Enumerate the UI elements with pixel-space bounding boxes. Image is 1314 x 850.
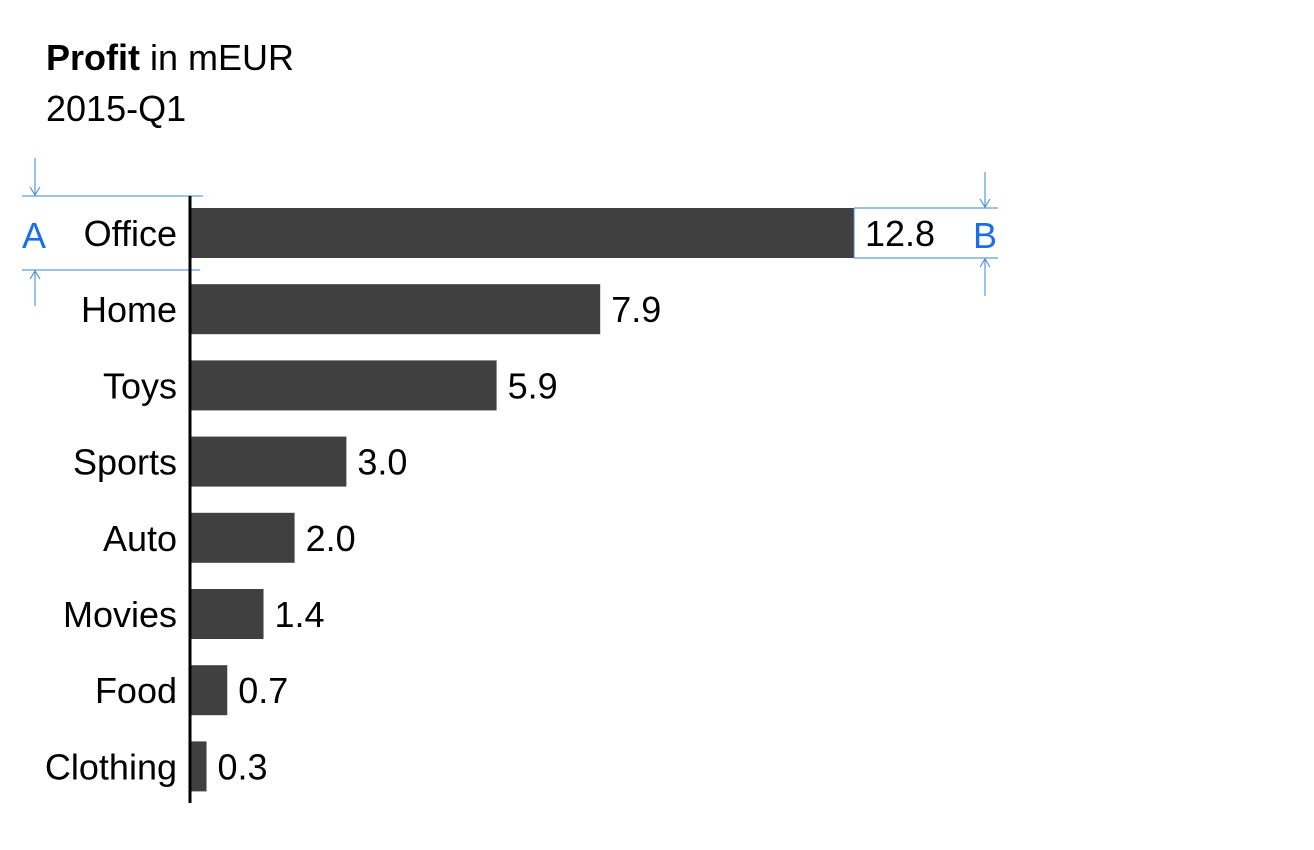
- category-label: Toys: [103, 365, 177, 406]
- dimension-arrow-a-bottom-head: [29, 270, 41, 280]
- value-label: 7.9: [611, 289, 661, 330]
- bar-movies: [191, 589, 264, 639]
- chart-title: Profit in mEUR: [46, 37, 294, 78]
- category-label: Food: [95, 670, 177, 711]
- value-label: 12.8: [865, 213, 935, 254]
- dimension-arrow-b-top-head: [979, 198, 991, 208]
- bar-clothing: [191, 741, 207, 792]
- category-label: Office: [84, 213, 177, 254]
- value-label: 0.3: [218, 746, 268, 787]
- value-label: 1.4: [275, 594, 325, 635]
- dimension-arrow-b-bottom-head: [979, 258, 991, 268]
- chart-title-rest: in mEUR: [140, 37, 294, 78]
- chart-subtitle: 2015-Q1: [46, 88, 186, 129]
- bar-toys: [191, 360, 497, 411]
- value-label: 0.7: [238, 670, 288, 711]
- value-label: 2.0: [306, 518, 356, 559]
- bar-sports: [191, 436, 347, 487]
- bars-layer: Office 12.8 Home 7.9 Toys 5.9 Sports 3.0 Auto 2.0…: [45, 208, 935, 792]
- marker-label-a: A: [22, 215, 46, 256]
- dimension-arrow-a-top-head: [29, 186, 41, 196]
- bar-food: [191, 665, 228, 716]
- category-label: Clothing: [45, 746, 177, 787]
- value-label: 5.9: [508, 365, 558, 406]
- bar-auto: [191, 512, 295, 563]
- bar-home: [191, 284, 601, 335]
- category-label: Home: [81, 289, 177, 330]
- category-label: Auto: [103, 518, 177, 559]
- marker-label-b: B: [973, 215, 997, 256]
- category-label: Sports: [73, 442, 177, 483]
- value-label: 3.0: [357, 442, 407, 483]
- chart-title-bold: Profit: [46, 37, 140, 78]
- category-label: Movies: [63, 594, 177, 635]
- bar-office: [191, 208, 854, 258]
